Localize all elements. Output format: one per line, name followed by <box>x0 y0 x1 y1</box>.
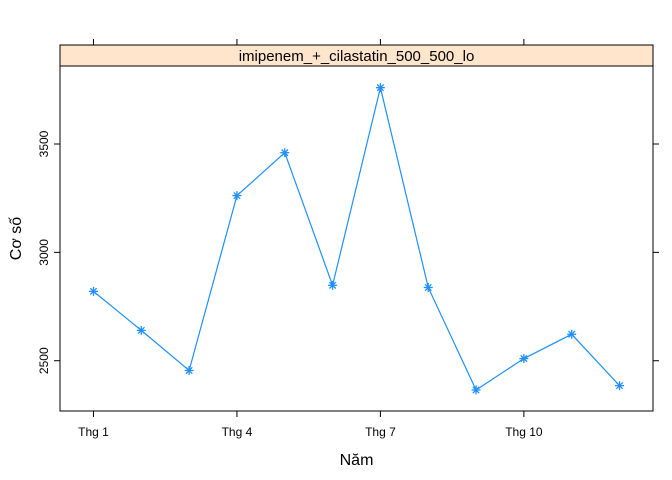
x-tick-label: Thg 7 <box>365 425 396 439</box>
panel-strip: imipenem_+_cilastatin_500_500_lo <box>59 44 654 67</box>
x-tick-label: Thg 10 <box>505 425 543 439</box>
data-point <box>280 148 290 158</box>
data-point <box>567 329 577 339</box>
data-point <box>328 280 338 290</box>
data-point <box>375 83 385 93</box>
x-tick-label: Thg 1 <box>78 425 109 439</box>
data-point <box>615 381 625 391</box>
data-point <box>423 282 433 292</box>
y-tick-label: 2500 <box>37 347 51 374</box>
y-tick-label: 3500 <box>37 130 51 157</box>
plot-panel <box>59 65 654 412</box>
data-point <box>232 191 242 201</box>
data-point <box>136 325 146 335</box>
y-axis: 2500 3000 3500 <box>37 130 659 374</box>
x-tick-label: Thg 4 <box>222 425 253 439</box>
y-tick-label: 3000 <box>37 239 51 266</box>
data-point <box>184 365 194 375</box>
series-line <box>93 87 620 391</box>
x-axis: Thg 1 Thg 4 Thg 7 Thg 10 <box>78 39 543 439</box>
y-axis-title: Cơ số <box>8 217 25 260</box>
panel-title: imipenem_+_cilastatin_500_500_lo <box>239 48 475 65</box>
data-point <box>519 354 529 364</box>
data-point <box>471 385 481 395</box>
series-layer <box>88 83 625 395</box>
data-point <box>88 286 98 296</box>
x-axis-title: Năm <box>340 452 374 469</box>
